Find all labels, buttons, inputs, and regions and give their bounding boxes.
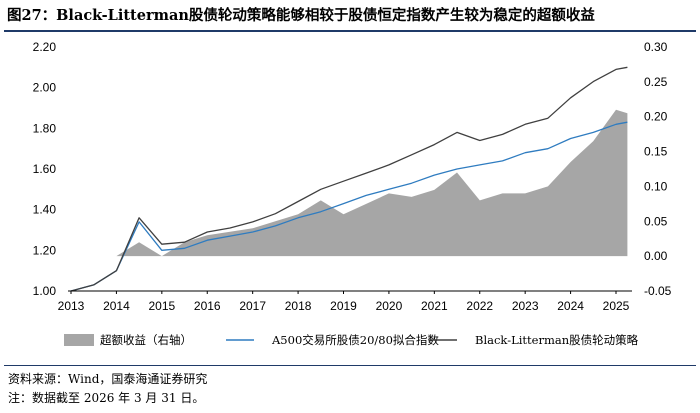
strategy-line: [70, 66, 628, 292]
x-tick-label: 2021: [421, 299, 448, 313]
y-left-tick-label: 2.00: [33, 81, 57, 95]
y-right-tick-label: 0.10: [644, 179, 668, 193]
x-tick-label: 2025: [603, 299, 630, 313]
x-tick-label: 2022: [466, 299, 493, 313]
y-right-tick-label: 0.30: [644, 40, 668, 54]
x-tick-label: 2013: [58, 299, 85, 313]
y-left-tick-label: 1.00: [33, 284, 57, 298]
y-right-tick-label: 0.25: [644, 75, 668, 89]
y-left-tick-label: 1.20: [33, 243, 57, 257]
x-tick-label: 2016: [194, 299, 221, 313]
x-tick-label: 2018: [285, 299, 312, 313]
y-right-tick-label: 0.15: [644, 145, 668, 159]
chart-title: 图27：Black-Litterman股债轮动策略能够相较于股债恒定指数产生较为…: [7, 7, 595, 24]
y-left-tick-label: 1.80: [33, 121, 57, 135]
legend-benchmark-item: A500交易所股债20/80拟合指数: [226, 333, 439, 347]
x-tick-label: 2023: [512, 299, 539, 313]
source-note: 资料来源：Wind，国泰海通证券研究: [8, 372, 208, 386]
legend-label: Black-Litterman股债轮动策略: [475, 333, 639, 347]
date-note: 注：数据截至 2026 年 3 月 31 日。: [8, 391, 205, 405]
legend-label: A500交易所股债20/80拟合指数: [271, 333, 439, 347]
x-tick-label: 2014: [103, 299, 130, 313]
title-rule: [4, 30, 696, 32]
x-tick-label: 2017: [239, 299, 266, 313]
y-left-tick-label: 1.60: [33, 162, 57, 176]
legend-label: 超额收益（右轴）: [100, 333, 192, 347]
x-tick-label: 2020: [376, 299, 403, 313]
legend-strategy-item: Black-Litterman股债轮动策略: [429, 333, 639, 347]
footer-rule: [4, 365, 696, 366]
x-tick-label: 2015: [148, 299, 175, 313]
y-left-tick-label: 2.20: [33, 40, 57, 54]
y-right-tick-label: -0.05: [644, 284, 672, 298]
excess-return-area: [71, 109, 628, 257]
y-left-tick-label: 1.40: [33, 203, 57, 217]
benchmark-line: [70, 121, 628, 292]
legend-excess-item: 超额收益（右轴）: [64, 333, 192, 347]
legend-swatch: [64, 334, 94, 346]
x-tick-label: 2024: [557, 299, 584, 313]
y-right-tick-label: 0.05: [644, 214, 668, 228]
x-tick-label: 2019: [330, 299, 357, 313]
y-right-tick-label: 0.00: [644, 249, 668, 263]
y-right-tick-label: 0.20: [644, 110, 668, 124]
chart-area: 2013 2014 2015 2016 2017 2018 2019 2020 2021 2022…: [33, 40, 672, 347]
